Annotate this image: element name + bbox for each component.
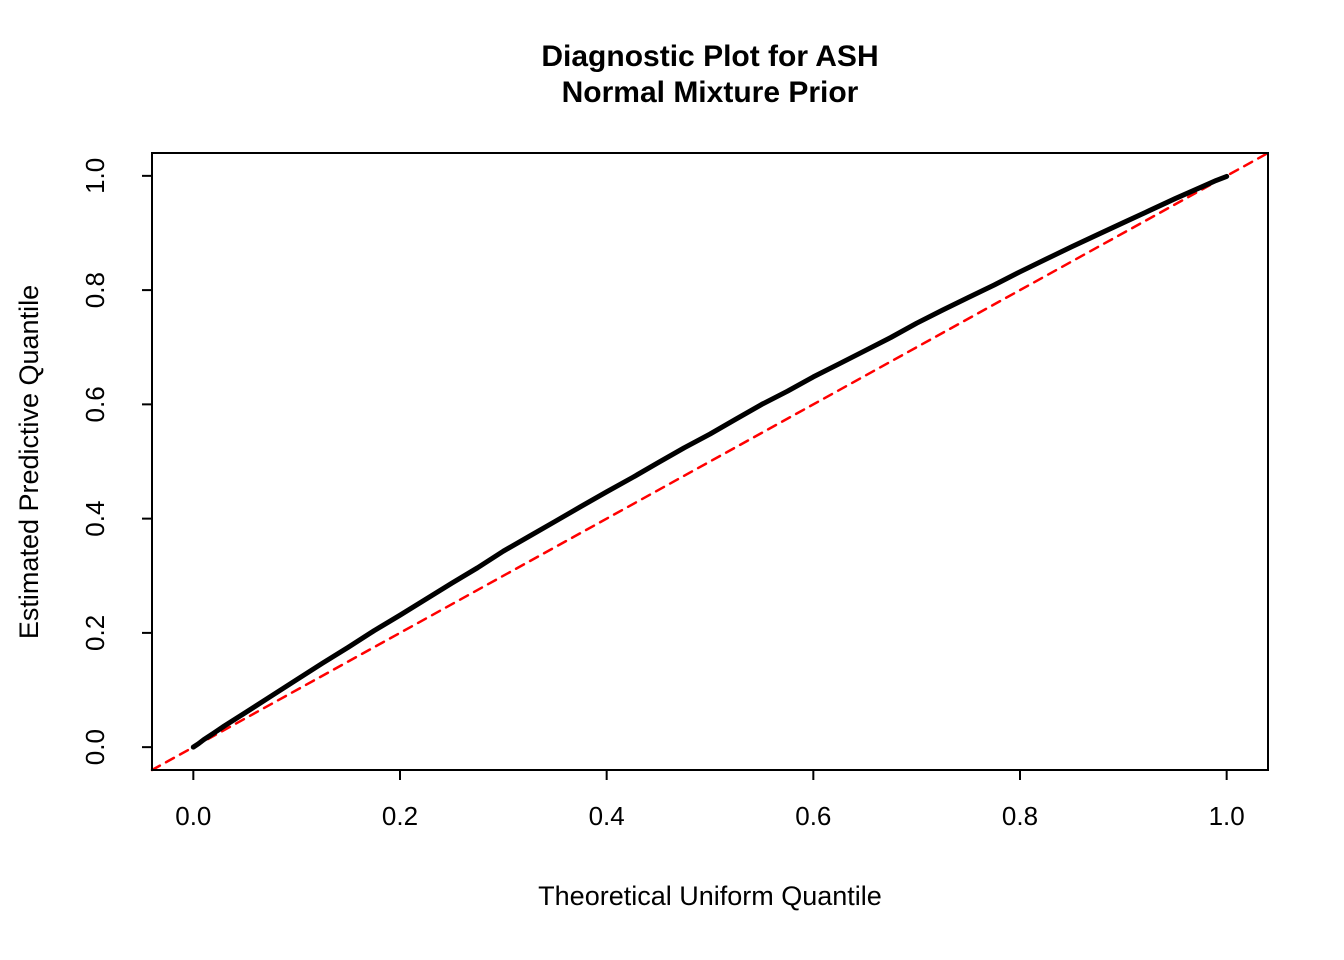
y-tick-label: 0.6 <box>80 386 110 422</box>
y-axis-label: Estimated Predictive Quantile <box>14 285 44 639</box>
y-tick-label: 0.0 <box>80 729 110 765</box>
y-tick-label: 1.0 <box>80 158 110 194</box>
x-tick-label: 0.8 <box>1002 801 1038 831</box>
x-tick-label: 0.4 <box>589 801 625 831</box>
x-tick-label: 0.6 <box>795 801 831 831</box>
chart-title-line2: Normal Mixture Prior <box>562 76 859 109</box>
reference-identity-line <box>150 151 1270 772</box>
x-tick-label: 0.0 <box>175 801 211 831</box>
chart-title-line1: Diagnostic Plot for ASH <box>541 40 878 73</box>
x-axis-label: Theoretical Uniform Quantile <box>538 881 882 911</box>
x-tick-label: 1.0 <box>1209 801 1245 831</box>
x-tick-label: 0.2 <box>382 801 418 831</box>
plot-border <box>151 152 1269 771</box>
estimated-vs-theoretical-quantiles <box>190 173 1230 750</box>
y-tick-label: 0.8 <box>80 272 110 308</box>
y-tick-label: 0.4 <box>80 501 110 537</box>
plot-area: 0.0 0.2 0.4 0.6 0.8 1.0 0.0 0.2 0.4 0.6 0.8 1.0 <box>80 151 1270 831</box>
y-tick-label: 0.2 <box>80 615 110 651</box>
